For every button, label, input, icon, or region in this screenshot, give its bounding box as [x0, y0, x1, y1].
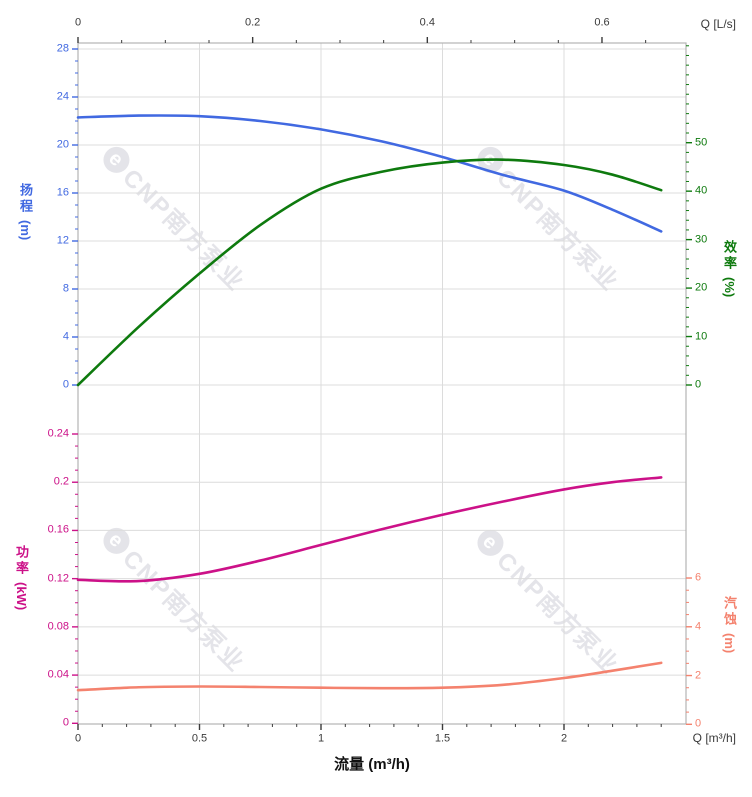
- npsh-curve: [76, 661, 663, 692]
- bottom-axis-unit-label: Q [m³/h]: [692, 731, 736, 745]
- efficiency-axis-unit: (%): [722, 277, 737, 298]
- power-axis-label: 功率: [14, 545, 29, 577]
- head-axis-title: 扬程 (m): [16, 183, 35, 240]
- npsh-axis-title: 汽蚀 (m): [720, 596, 739, 653]
- head-curve: [76, 114, 663, 233]
- efficiency-axis-label: 效率: [722, 240, 737, 272]
- npsh-axis-unit: (m): [722, 633, 737, 654]
- head-axis-label: 扬程: [18, 183, 33, 215]
- x-axis-title: 流量 (m³/h): [334, 756, 410, 773]
- efficiency-curve: [76, 158, 663, 387]
- npsh-axis-label: 汽蚀: [722, 596, 737, 628]
- power-axis-unit: (kW): [14, 582, 29, 611]
- power-curve: [76, 476, 663, 583]
- head-axis-unit: (m): [18, 220, 33, 241]
- top-axis-unit-label: Q [L/s]: [700, 17, 736, 31]
- efficiency-axis-title: 效率 (%): [720, 240, 739, 297]
- power-axis-title: 功率 (kW): [12, 545, 31, 610]
